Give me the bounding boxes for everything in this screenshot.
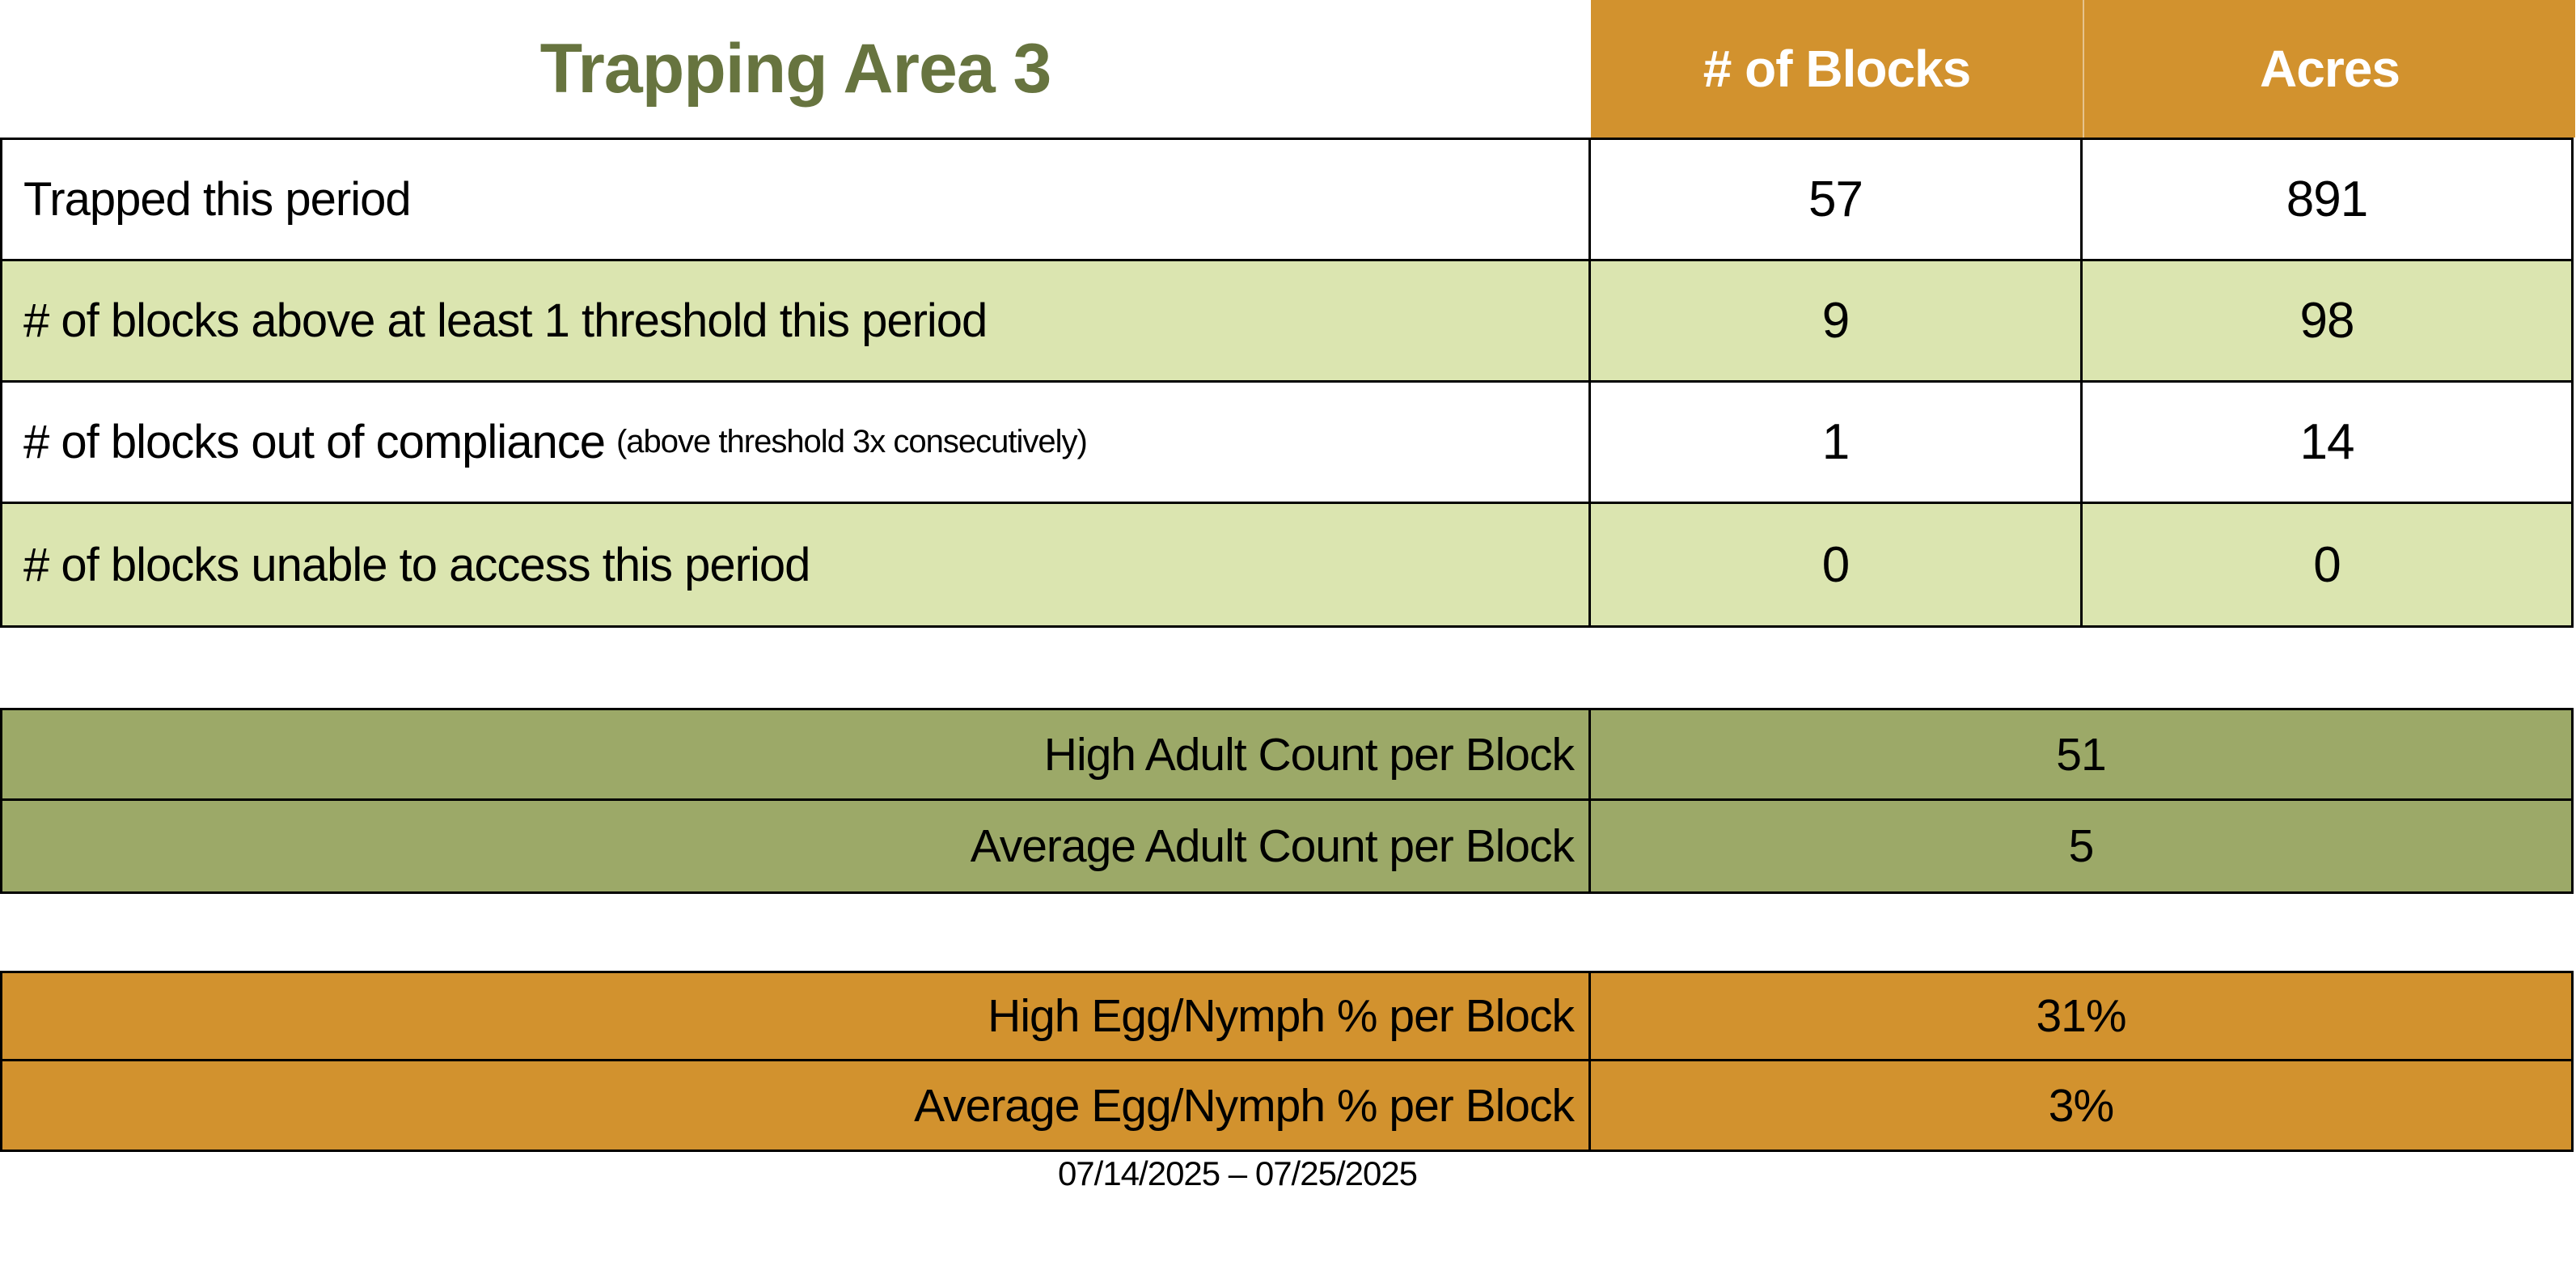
blocks-value: 9 [1591, 261, 2083, 383]
table-row-label: High Adult Count per Block [2, 710, 1591, 801]
column-header-blocks: # of Blocks [1591, 0, 2083, 138]
blocks-value: 57 [1591, 140, 2083, 261]
row-value-text: 5 [2068, 820, 2095, 872]
column-header-acres: Acres [2083, 0, 2575, 138]
row-label-text: # of blocks out of compliance [23, 416, 606, 468]
acres-value-text: 891 [2286, 171, 2368, 227]
row-value-text: 51 [2056, 728, 2106, 781]
acres-value-text: 14 [2299, 414, 2355, 470]
acres-value: 14 [2083, 383, 2571, 504]
blocks-value: 0 [1591, 504, 2083, 625]
blocks-value-text: 0 [1821, 536, 1850, 593]
row-label-text: # of blocks above at least 1 threshold t… [23, 294, 988, 347]
row-value: 5 [1591, 801, 2571, 891]
row-value: 31% [1591, 973, 2571, 1061]
blocks-value: 1 [1591, 383, 2083, 504]
row-value-text: 3% [2048, 1079, 2114, 1132]
acres-value-text: 98 [2299, 293, 2355, 349]
acres-value: 0 [2083, 504, 2571, 625]
date-range: 07/14/2025 – 07/25/2025 [1057, 1154, 1418, 1192]
blocks-value-text: 57 [1808, 171, 1863, 227]
row-label-text: Average Egg/Nymph % per Block [914, 1079, 1575, 1132]
page-title: Trapping Area 3 [539, 29, 1052, 108]
adult-count-table: High Adult Count per Block 51 Average Ad… [0, 708, 2574, 894]
table-row-label: High Egg/Nymph % per Block [2, 973, 1591, 1061]
blocks-value-text: 1 [1821, 414, 1850, 470]
acres-value: 891 [2083, 140, 2571, 261]
row-value: 51 [1591, 710, 2571, 801]
row-label-text: Average Adult Count per Block [970, 820, 1575, 872]
row-label-text: High Adult Count per Block [1043, 728, 1575, 781]
column-header-blocks-label: # of Blocks [1703, 40, 1971, 98]
summary-table: Trapped this period 57 891 # of blocks a… [0, 138, 2574, 628]
table-row-label: # of blocks out of compliance (above thr… [2, 383, 1591, 504]
table-row-label: # of blocks above at least 1 threshold t… [2, 261, 1591, 383]
acres-value-text: 0 [2313, 536, 2341, 593]
row-value: 3% [1591, 1061, 2571, 1150]
blocks-value-text: 9 [1821, 293, 1850, 349]
table-row-label: Average Adult Count per Block [2, 801, 1591, 891]
table-row-label: Average Egg/Nymph % per Block [2, 1061, 1591, 1150]
acres-value: 98 [2083, 261, 2571, 383]
row-label-note: (above threshold 3x consecutively) [615, 424, 1088, 459]
table-row-label: # of blocks unable to access this period [2, 504, 1591, 625]
row-label-text: # of blocks unable to access this period [23, 538, 810, 591]
row-label-text: Trapped this period [23, 173, 412, 226]
row-value-text: 31% [2036, 990, 2126, 1042]
title-cell: Trapping Area 3 [0, 0, 1591, 138]
table-row-label: Trapped this period [2, 140, 1591, 261]
column-header-acres-label: Acres [2260, 40, 2400, 98]
egg-nymph-table: High Egg/Nymph % per Block 31% Average E… [0, 971, 2574, 1152]
row-label-text: High Egg/Nymph % per Block [988, 990, 1575, 1042]
